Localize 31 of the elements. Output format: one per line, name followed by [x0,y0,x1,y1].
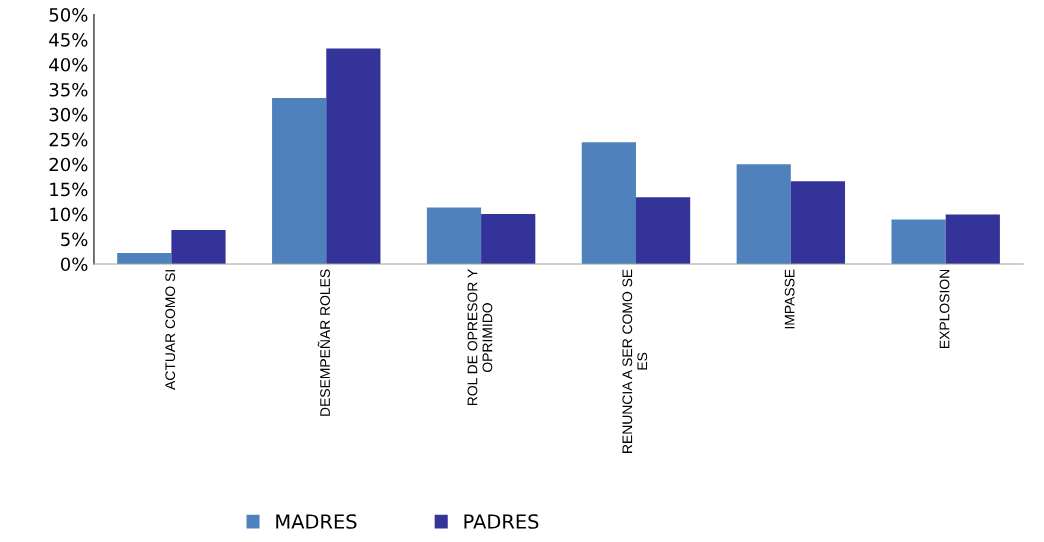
bar [117,252,172,264]
y-tick-label: 25% [49,132,88,147]
x-tick-label: DESEMPEÑAR ROLES [317,269,330,416]
y-tick-label: 30% [49,107,88,122]
y-tick-label: 50% [49,8,88,22]
x-tick-label: ROL DE OPRESOR Y OPRIMIDO [467,269,493,406]
bar [736,164,791,264]
y-tick-label: 15% [50,182,88,197]
bar [171,230,226,264]
x-tick-label: RENUNCIA A SER COMO SE ES [622,269,648,453]
legend-label: MADRES [276,514,357,529]
bar [945,214,1000,264]
y-tick-label: 40% [49,57,88,72]
y-tick-label: 45% [49,33,88,47]
bar [635,197,691,264]
bar [581,142,636,264]
bar [326,48,381,264]
x-tick-label: IMPASSE [784,269,795,329]
bar [891,219,946,264]
legend-label: PADRES [464,514,539,529]
bar [790,181,846,264]
y-tick-label: 5% [61,232,88,247]
y-tick-label: 20% [49,157,88,172]
x-tick-label: ACTUAR COMO SI [165,270,176,390]
bar [272,97,327,264]
y-tick-label: 10% [50,207,88,222]
bar [481,214,536,264]
bar [426,207,482,264]
y-tick-label: 35% [49,82,88,97]
x-tick-label: EXPLOSION [939,269,950,348]
y-tick-label: 0% [60,257,88,272]
